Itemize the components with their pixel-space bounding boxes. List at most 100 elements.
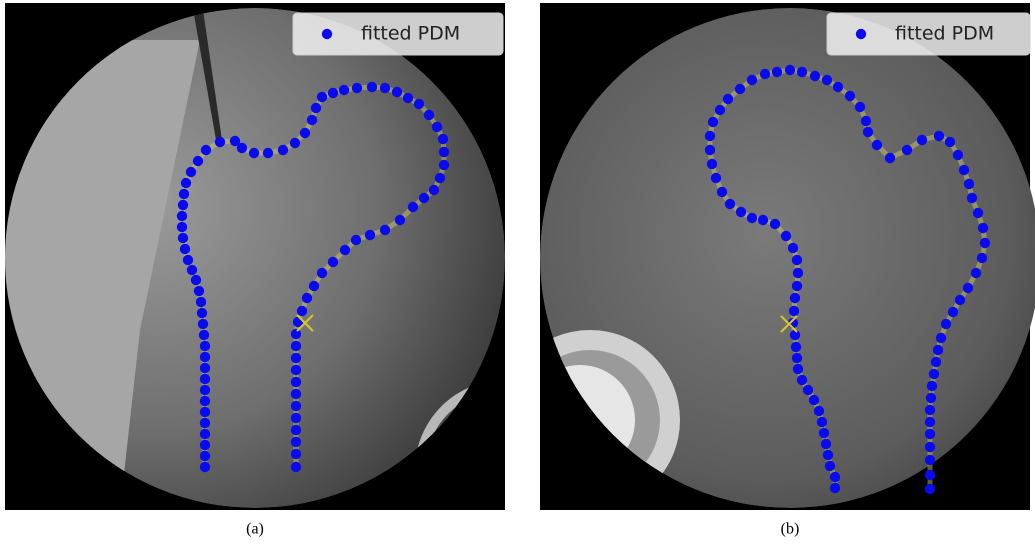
pdm-point	[747, 213, 757, 223]
pdm-point	[760, 69, 770, 79]
pdm-point	[380, 225, 390, 235]
pdm-point	[186, 167, 196, 177]
pdm-point	[830, 472, 840, 482]
pdm-point	[290, 138, 300, 148]
pdm-point	[200, 352, 210, 362]
pdm-point	[200, 407, 210, 417]
pdm-point	[736, 207, 746, 217]
pdm-point	[747, 75, 757, 85]
pdm-point	[200, 385, 210, 395]
pdm-point	[177, 211, 187, 221]
pdm-point	[291, 389, 301, 399]
pdm-point	[291, 329, 301, 339]
pdm-point	[200, 374, 210, 384]
pdm-point	[791, 342, 801, 352]
pdm-point	[432, 122, 442, 132]
pdm-point	[178, 233, 188, 243]
legend-label: fitted PDM	[895, 23, 994, 45]
pdm-point	[917, 135, 927, 145]
pdm-point	[311, 103, 321, 113]
pdm-point	[707, 159, 717, 169]
pdm-point	[263, 148, 273, 158]
pdm-point	[793, 364, 803, 374]
pdm-point	[925, 417, 935, 427]
pdm-point	[825, 461, 835, 471]
pdm-point	[788, 243, 798, 253]
pdm-point	[735, 84, 745, 94]
pdm-point	[395, 215, 405, 225]
pdm-point	[705, 131, 715, 141]
pdm-point	[199, 330, 209, 340]
pdm-point	[708, 117, 718, 127]
image-b	[500, 3, 1035, 510]
pdm-point	[902, 145, 912, 155]
pdm-point	[810, 71, 820, 81]
pdm-point	[200, 418, 210, 428]
pdm-point	[711, 173, 721, 183]
pdm-point	[365, 230, 375, 240]
pdm-point	[309, 281, 319, 291]
pdm-point	[925, 484, 935, 494]
pdm-point	[797, 375, 807, 385]
pdm-point	[845, 91, 855, 101]
pdm-point	[200, 451, 210, 461]
pdm-point	[302, 293, 312, 303]
legend-marker	[856, 29, 866, 39]
pdm-point	[863, 127, 873, 137]
pdm-point	[945, 137, 955, 147]
pdm-point	[291, 401, 301, 411]
pdm-point	[200, 396, 210, 406]
pdm-point	[934, 131, 944, 141]
pdm-point	[821, 439, 831, 449]
pdm-point	[723, 94, 733, 104]
pdm-point	[187, 265, 197, 275]
pdm-point	[200, 462, 210, 472]
pdm-point	[978, 223, 988, 233]
pdm-point	[424, 110, 434, 120]
pdm-point	[822, 75, 832, 85]
pdm-point	[380, 83, 390, 93]
pdm-point	[291, 377, 301, 387]
pdm-point	[790, 293, 800, 303]
pdm-point	[715, 105, 725, 115]
pdm-point	[977, 253, 987, 263]
pdm-point	[792, 353, 802, 363]
pdm-point	[793, 268, 803, 278]
pdm-point	[177, 222, 187, 232]
pdm-point	[201, 145, 211, 155]
pdm-point	[307, 115, 317, 125]
pdm-point	[789, 306, 799, 316]
pdm-point	[925, 455, 935, 465]
pdm-point	[291, 341, 301, 351]
pdm-point	[291, 353, 301, 363]
pdm-point	[926, 393, 936, 403]
pdm-point	[180, 244, 190, 254]
pdm-point	[351, 235, 361, 245]
pdm-point	[927, 381, 937, 391]
pdm-point	[830, 483, 840, 493]
pdm-point	[872, 140, 882, 150]
pdm-point	[855, 102, 865, 112]
pdm-point	[772, 67, 782, 77]
pdm-point	[705, 145, 715, 155]
pdm-point	[833, 82, 843, 92]
pdm-point	[249, 148, 259, 158]
pdm-point	[196, 297, 206, 307]
pdm-point	[823, 450, 833, 460]
pdm-point	[291, 462, 301, 472]
pdm-point	[419, 193, 429, 203]
pdm-point	[758, 215, 768, 225]
pdm-point	[959, 165, 969, 175]
pdm-point	[973, 208, 983, 218]
pdm-point	[814, 406, 824, 416]
pdm-point	[200, 363, 210, 373]
caption: (a)	[246, 521, 264, 538]
pdm-point	[941, 319, 951, 329]
legend-label: fitted PDM	[361, 23, 460, 45]
pdm-point	[925, 405, 935, 415]
pdm-point	[770, 219, 780, 229]
pdm-point	[953, 150, 963, 160]
pdm-point	[803, 385, 813, 395]
pdm-point	[971, 268, 981, 278]
pdm-point	[181, 178, 191, 188]
